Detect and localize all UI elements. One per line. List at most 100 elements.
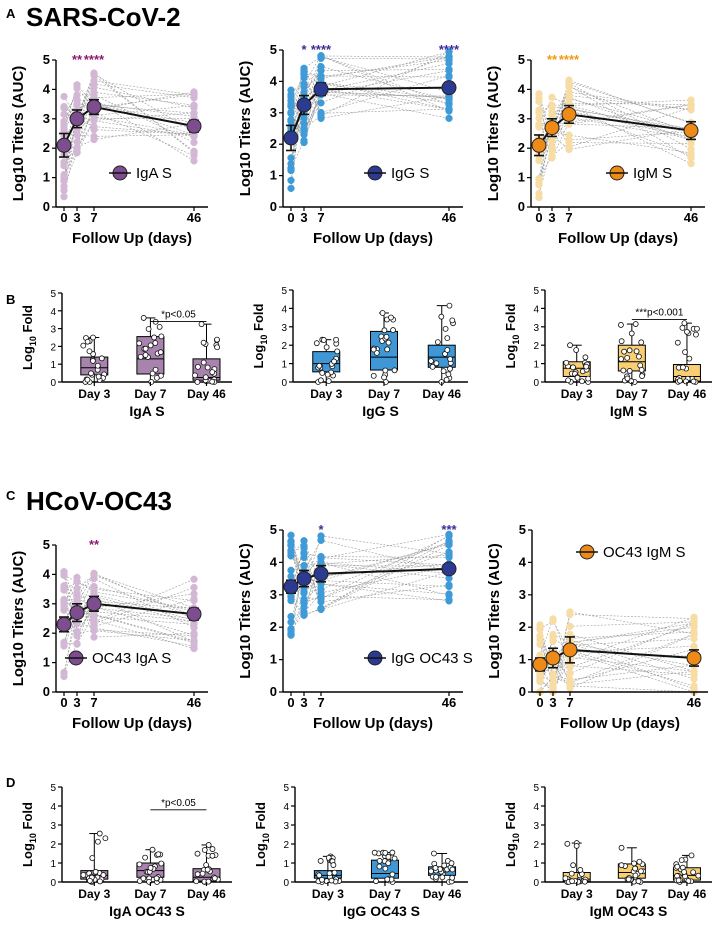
data-point <box>384 346 391 353</box>
data-point <box>80 342 87 349</box>
x-axis-title: Follow Up (days) <box>313 715 433 732</box>
data-point <box>678 857 685 864</box>
y-tick-label: 3 <box>43 111 50 126</box>
data-point <box>567 342 573 349</box>
data-point <box>563 359 570 366</box>
data-point <box>583 363 590 370</box>
data-point <box>156 324 163 330</box>
y-tick-label: 4 <box>270 73 278 88</box>
mean-point <box>56 616 72 632</box>
data-point <box>683 378 689 385</box>
subject-point <box>287 90 295 99</box>
significance-label: ** <box>72 52 83 67</box>
x-axis-title: IgM S <box>610 403 647 419</box>
data-point <box>585 375 592 382</box>
data-point <box>153 374 160 381</box>
subject-trajectories <box>60 69 198 201</box>
data-point <box>447 356 454 362</box>
x-axis-title: Follow Up (days) <box>558 230 678 247</box>
y-tick-label: 2 <box>43 625 50 640</box>
subject-line <box>63 94 195 143</box>
data-point <box>389 849 396 856</box>
chart-b2: 0 1 2 3 4 5 Log10 Fold Day 3 Day 7 Day 46 IgG S <box>251 286 468 419</box>
subject-line <box>63 597 195 636</box>
data-point <box>313 340 320 347</box>
mean-point <box>561 106 577 122</box>
data-point <box>442 325 449 332</box>
mean-point <box>562 642 578 658</box>
subject-line <box>538 104 692 125</box>
subject-line <box>538 107 692 198</box>
data-point <box>84 338 91 345</box>
data-point <box>152 366 159 373</box>
data-point <box>211 875 218 882</box>
subject-line <box>290 544 450 616</box>
subject-line <box>538 79 692 180</box>
subject-point <box>690 614 698 623</box>
data-point <box>86 348 93 355</box>
x-tick-label: Day 46 <box>668 387 707 401</box>
subject-point <box>565 143 573 151</box>
subject-point <box>90 611 98 619</box>
x-tick-label: Day 46 <box>187 887 226 901</box>
box-day-3 <box>80 334 109 385</box>
subject-line <box>290 51 450 129</box>
y-tick-label: 5 <box>50 289 56 300</box>
y-tick-label: 5 <box>270 522 277 537</box>
subject-line <box>63 83 195 178</box>
subject-point <box>73 131 81 139</box>
subject-point <box>687 103 695 112</box>
subject-point <box>300 608 308 616</box>
subject-line <box>290 595 450 634</box>
data-point <box>431 850 437 857</box>
data-point <box>326 870 333 877</box>
x-axis-title: IgG OC43 S <box>343 903 420 919</box>
subject-line <box>63 572 195 609</box>
x-tick-label: 0 <box>287 210 294 225</box>
data-point <box>102 835 109 842</box>
data-point <box>214 344 221 351</box>
subject-point <box>60 668 68 677</box>
subject-point <box>287 154 295 162</box>
panel-letter-c: C <box>6 488 16 503</box>
mean-point <box>56 137 72 153</box>
x-tick-label: 3 <box>548 210 555 225</box>
data-point <box>317 858 324 864</box>
data-point <box>633 348 640 355</box>
subject-line <box>290 556 450 634</box>
data-point <box>151 334 158 341</box>
subject-point <box>73 632 81 640</box>
x-tick-label: 46 <box>687 695 701 710</box>
x-tick-label: 46 <box>187 695 201 710</box>
data-point <box>198 321 205 328</box>
subject-point <box>548 101 556 109</box>
subject-line <box>290 540 450 602</box>
x-tick-label: 0 <box>287 695 294 710</box>
subject-point <box>287 612 295 621</box>
data-point <box>87 877 93 884</box>
subject-line <box>538 117 692 139</box>
subject-point <box>190 101 198 109</box>
subject-point <box>317 594 325 603</box>
subject-point <box>287 117 295 126</box>
data-point <box>632 321 639 327</box>
subject-line <box>538 142 692 180</box>
y-tick-label: 2 <box>270 619 277 634</box>
data-point <box>145 326 152 332</box>
x-tick-label: 7 <box>90 695 97 710</box>
subject-line <box>290 55 450 144</box>
data-point <box>449 866 456 873</box>
x-tick-label: 7 <box>317 210 324 225</box>
subject-point <box>300 138 308 147</box>
data-point <box>214 336 220 343</box>
data-point <box>445 371 452 378</box>
y-tick-label: 2 <box>283 840 289 851</box>
data-point <box>209 846 216 852</box>
data-point <box>449 317 456 324</box>
x-tick-label: 3 <box>300 210 307 225</box>
subject-point <box>287 176 295 185</box>
subject-line <box>538 96 692 127</box>
box-day-7 <box>136 846 165 885</box>
